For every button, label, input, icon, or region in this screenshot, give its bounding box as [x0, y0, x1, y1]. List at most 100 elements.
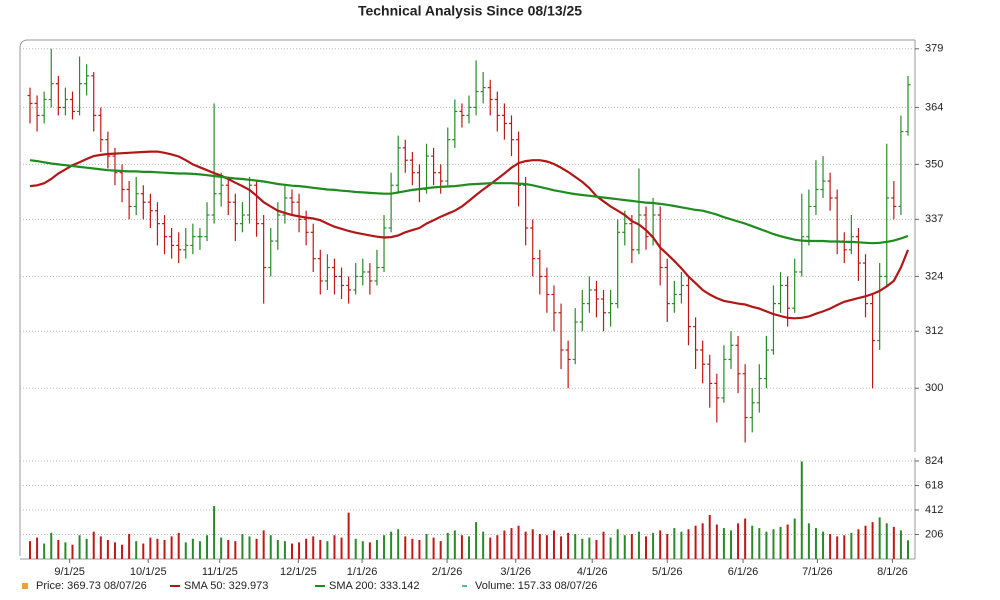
volume-bar	[92, 531, 95, 559]
volume-bar	[156, 538, 159, 559]
ohlc-bar	[190, 223, 196, 255]
volume-bar	[899, 530, 902, 559]
volume-bar	[652, 532, 655, 559]
volume-bar	[588, 537, 591, 559]
volume-bar	[99, 536, 102, 559]
ohlc-bar	[905, 75, 911, 136]
ohlc-bar	[452, 99, 458, 148]
ohlc-bar	[147, 193, 153, 228]
sma-line	[29, 159, 909, 245]
volume-bar	[262, 530, 265, 559]
volume-bar	[439, 541, 442, 559]
volume-bar	[354, 538, 357, 559]
volume-bar	[29, 541, 31, 559]
x-tick-label: 11/1/25	[202, 566, 238, 578]
ohlc-bar	[785, 276, 791, 327]
volume-bar	[432, 537, 435, 559]
ohlc-bar	[105, 131, 111, 169]
volume-bar	[283, 541, 286, 559]
ohlc-bar	[643, 206, 649, 250]
volume-bar	[800, 461, 803, 559]
volume-bar	[85, 538, 88, 559]
volume-bar	[637, 531, 640, 559]
ohlc-bar	[813, 160, 819, 216]
volume-bar	[475, 522, 478, 559]
volume-bar	[545, 535, 548, 559]
ohlc-bar	[770, 285, 776, 355]
ohlc-bar	[870, 294, 876, 389]
volume-bar	[574, 534, 577, 559]
volume-bar	[269, 535, 272, 559]
ohlc-bar	[671, 280, 677, 313]
volume-bar	[446, 532, 449, 559]
volume-bar	[135, 541, 138, 559]
ohlc-bar	[133, 176, 139, 216]
ohlc-bar	[296, 193, 302, 233]
volume-bar	[850, 532, 853, 559]
volume-bar	[758, 528, 761, 559]
volume-bar	[595, 539, 598, 559]
volume-bar	[552, 530, 555, 559]
volume-bar	[425, 534, 428, 559]
ohlc-bar	[176, 232, 182, 264]
ohlc-bar	[763, 335, 769, 389]
volume-bar	[170, 536, 173, 559]
ohlc-bar	[169, 227, 175, 259]
ohlc-bar	[537, 249, 543, 295]
volume-bar	[531, 529, 534, 559]
ohlc-bar	[416, 164, 422, 203]
volume-bar	[383, 535, 386, 559]
ohlc-bar	[289, 189, 295, 216]
volume-bar	[375, 539, 378, 559]
ohlc-bar	[608, 289, 614, 327]
volume-bar	[453, 530, 456, 559]
ohlc-bar	[197, 227, 203, 250]
volume-bar	[142, 543, 145, 559]
volume-bar	[496, 535, 499, 559]
ohlc-bar	[473, 60, 479, 116]
ohlc-bar	[353, 263, 359, 295]
price-frame	[19, 39, 915, 556]
ohlc-bar	[438, 164, 444, 194]
volume-bar	[616, 529, 619, 559]
volume-bar	[517, 525, 520, 559]
y-tick-label: 300	[925, 382, 943, 394]
ohlc-bar	[374, 249, 380, 286]
ohlc-bar	[34, 95, 40, 132]
volume-bar	[198, 541, 201, 559]
volume-bar	[411, 538, 414, 559]
ohlc-bar	[863, 254, 869, 318]
x-tick-label: 2/1/26	[432, 566, 463, 578]
ohlc-bar	[501, 103, 507, 140]
ohlc-bar	[728, 331, 734, 369]
x-tick-label: 3/1/26	[500, 566, 531, 578]
ohlc-bar	[827, 172, 833, 211]
x-tick-label: 10/1/25	[130, 566, 167, 578]
ohlc-bar	[140, 185, 146, 220]
ohlc-bar	[268, 227, 274, 277]
volume-bar	[319, 539, 322, 559]
volume-bar	[857, 529, 860, 559]
ohlc-bar	[459, 103, 465, 128]
ohlc-bar	[27, 87, 33, 124]
volume-bar	[503, 530, 506, 559]
volume-bar	[729, 530, 732, 559]
volume-tick-label: 824	[925, 455, 943, 467]
legend-label: SMA 200: 333.142	[329, 580, 420, 592]
ohlc-bar	[126, 181, 132, 220]
volume-bar	[843, 535, 846, 559]
volume-bar	[333, 535, 336, 559]
chart-title: Technical Analysis Since 08/13/25	[358, 3, 582, 19]
volume-bar	[687, 529, 690, 559]
ohlc-bar	[310, 223, 316, 272]
ohlc-bar	[530, 219, 536, 277]
volume-bar	[510, 528, 513, 559]
ohlc-bar	[62, 87, 68, 116]
ohlc-bar	[232, 193, 238, 242]
volume-bar	[78, 535, 81, 559]
volume-bar	[404, 536, 407, 559]
ohlc-bar	[778, 271, 784, 313]
ohlc-bar	[48, 48, 54, 108]
volume-bar	[630, 534, 633, 559]
